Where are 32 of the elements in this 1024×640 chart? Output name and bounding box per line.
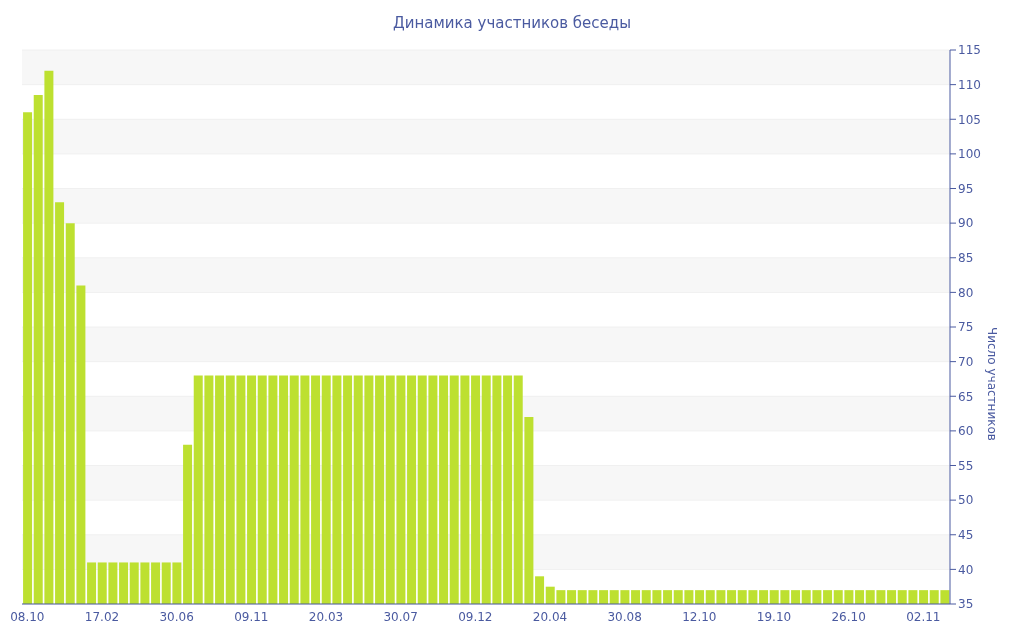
x-tick-label: 19.10 xyxy=(756,609,792,624)
y-tick-label: 85 xyxy=(958,251,974,266)
x-tick-label: 08.10 xyxy=(10,609,45,624)
y-tick-label: 100 xyxy=(958,147,981,162)
x-tick-label: 30.08 xyxy=(607,609,642,624)
y-tick-label: 45 xyxy=(958,528,974,543)
x-tick-label: 20.04 xyxy=(532,609,568,624)
x-tick-label: 02.11 xyxy=(906,609,941,624)
chart-title: Динамика участников беседы xyxy=(391,13,632,34)
y-axis-title: Число участников xyxy=(984,327,999,441)
x-tick-label: 09.11 xyxy=(234,609,269,624)
y-tick-label: 105 xyxy=(958,112,981,127)
y-tick-label: 75 xyxy=(958,320,974,335)
y-tick-label: 65 xyxy=(958,389,974,404)
x-tick-label: 12.10 xyxy=(682,609,717,624)
y-tick-label: 55 xyxy=(958,458,974,473)
y-tick-label: 90 xyxy=(958,216,974,231)
y-tick-label: 35 xyxy=(958,597,974,612)
y-tick-label: 50 xyxy=(958,493,974,508)
x-tick-label: 17.02 xyxy=(84,609,120,624)
x-tick-label: 20.03 xyxy=(308,609,344,624)
y-tick-label: 60 xyxy=(958,424,974,439)
y-tick-label: 95 xyxy=(958,181,974,196)
y-tick-label: 40 xyxy=(958,562,974,577)
y-tick-label: 110 xyxy=(958,77,981,92)
y-tick-label: 80 xyxy=(958,285,974,300)
x-tick-label: 26.10 xyxy=(831,609,866,624)
y-tick-label: 115 xyxy=(958,43,981,58)
y-tick-label: 70 xyxy=(958,354,974,369)
x-tick-label: 30.06 xyxy=(159,609,194,624)
x-tick-label: 09.12 xyxy=(458,609,493,624)
x-tick-label: 30.07 xyxy=(383,609,418,624)
